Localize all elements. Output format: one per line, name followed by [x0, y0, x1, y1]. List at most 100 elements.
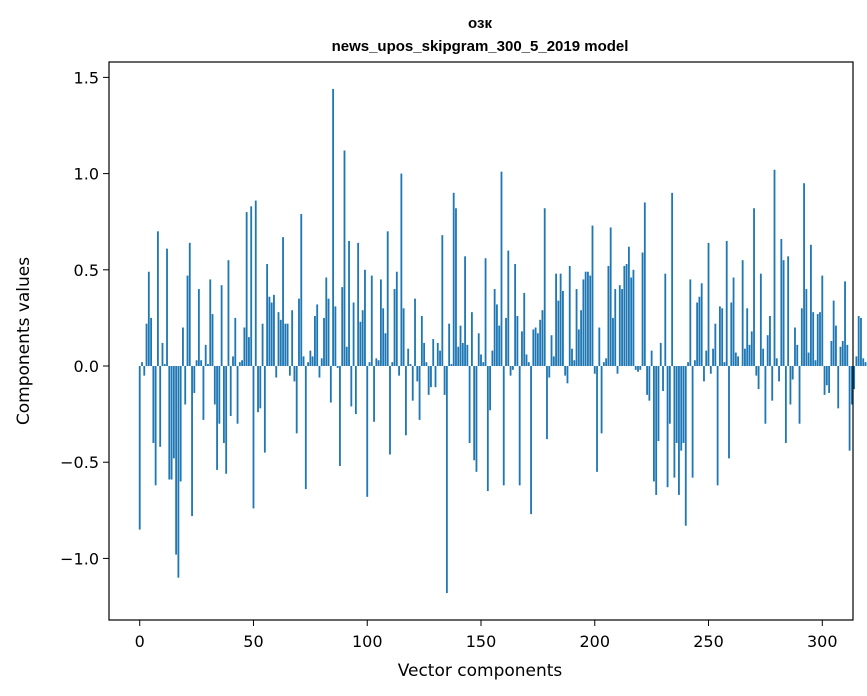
- bar-component-304: [830, 341, 833, 367]
- bar-component-99: [364, 269, 366, 367]
- bar-component-136: [448, 323, 451, 367]
- bar-component-276: [766, 335, 769, 367]
- bar-component-11: [163, 364, 166, 367]
- bar-component-183: [555, 273, 557, 367]
- bar-component-69: [295, 366, 298, 434]
- bar-component-144: [466, 344, 469, 367]
- bar-component-105: [377, 360, 380, 367]
- bar-component-64: [284, 323, 287, 367]
- bar-component-230: [662, 366, 664, 392]
- bar-component-160: [502, 366, 505, 486]
- bar-component-16: [175, 366, 178, 555]
- bar-component-30: [207, 364, 209, 367]
- bar-component-161: [505, 317, 507, 367]
- bar-component-45: [241, 360, 244, 367]
- bar-component-254: [716, 366, 719, 486]
- bar-component-259: [728, 366, 730, 459]
- bar-component-305: [832, 300, 835, 367]
- bar-component-306: [835, 325, 837, 367]
- bar-component-207: [609, 227, 612, 367]
- bar-component-13: [168, 366, 171, 480]
- bar-component-76: [311, 356, 314, 367]
- bar-component-150: [480, 354, 482, 367]
- bar-component-121: [414, 298, 416, 367]
- bar-component-138: [452, 192, 455, 367]
- y-tick-label-5: 1.5: [74, 68, 99, 87]
- bar-component-103: [373, 366, 375, 422]
- x-axis-ticks: 0 50 100 150 200 250 300: [135, 620, 838, 651]
- bar-component-269: [750, 331, 753, 367]
- x-tick-label-50: 50: [243, 632, 263, 651]
- bar-component-89: [341, 287, 344, 367]
- bar-component-167: [518, 366, 521, 486]
- bar-component-34: [216, 366, 218, 470]
- bar-component-147: [473, 366, 476, 461]
- bar-component-21: [186, 275, 189, 367]
- bar-component-156: [493, 289, 496, 367]
- bar-component-108: [384, 333, 387, 367]
- bar-component-309: [841, 341, 844, 367]
- bar-component-257: [723, 362, 726, 367]
- bar-component-67: [291, 310, 294, 367]
- bar-component-142: [461, 342, 464, 367]
- chart-title-line1: озк: [468, 15, 492, 32]
- bar-component-14: [170, 366, 173, 480]
- bar-component-222: [643, 202, 646, 367]
- bar-component-214: [625, 264, 628, 367]
- bar-component-40: [229, 366, 232, 417]
- bar-component-159: [500, 171, 503, 367]
- bar-component-4: [147, 271, 150, 367]
- bar-component-122: [416, 366, 419, 382]
- bar-component-22: [188, 242, 191, 367]
- bar-component-258: [725, 240, 728, 367]
- bar-component-212: [621, 289, 623, 367]
- bar-component-299: [819, 312, 821, 367]
- bar-component-196: [584, 271, 587, 367]
- bar-component-201: [596, 366, 598, 472]
- bar-component-29: [204, 344, 207, 367]
- bar-component-153: [486, 366, 489, 492]
- bar-component-298: [816, 314, 819, 367]
- bar-component-118: [407, 348, 410, 367]
- bar-component-233: [668, 366, 671, 424]
- bar-component-288: [794, 327, 796, 367]
- bar-component-224: [648, 366, 651, 401]
- bar-component-195: [582, 279, 585, 367]
- bar-component-307: [837, 366, 840, 409]
- bar-component-311: [846, 344, 849, 367]
- bar-component-107: [382, 308, 385, 367]
- bar-component-38: [225, 366, 228, 474]
- bar-component-238: [680, 366, 683, 451]
- bar-component-148: [475, 366, 478, 472]
- bar-component-46: [243, 327, 246, 367]
- bar-component-48: [248, 337, 250, 367]
- bar-component-134: [443, 366, 446, 395]
- bar-component-72: [302, 356, 305, 367]
- bar-component-191: [573, 360, 576, 367]
- bar-component-168: [521, 331, 523, 367]
- bar-component-96: [357, 242, 360, 367]
- bar-component-173: [532, 329, 535, 367]
- bar-component-206: [607, 265, 610, 367]
- bar-component-143: [464, 256, 466, 367]
- bar-component-293: [805, 289, 808, 367]
- bar-component-308: [839, 346, 842, 367]
- x-axis-label: Vector components: [398, 661, 563, 681]
- bar-component-250: [707, 242, 710, 367]
- bar-component-273: [759, 273, 762, 367]
- bar-component-190: [571, 348, 573, 367]
- bar-component-94: [352, 302, 355, 367]
- bar-component-171: [527, 362, 530, 367]
- bar-component-31: [209, 279, 212, 367]
- bar-component-290: [798, 366, 801, 424]
- bar-component-0: [138, 366, 141, 530]
- bar-component-225: [650, 350, 653, 367]
- bar-component-9: [159, 366, 162, 447]
- bar-component-272: [757, 366, 760, 390]
- bar-component-146: [470, 312, 473, 367]
- bar-component-278: [771, 366, 774, 401]
- bar-component-215: [627, 246, 630, 367]
- bar-component-284: [784, 366, 787, 443]
- bar-component-2: [143, 366, 146, 376]
